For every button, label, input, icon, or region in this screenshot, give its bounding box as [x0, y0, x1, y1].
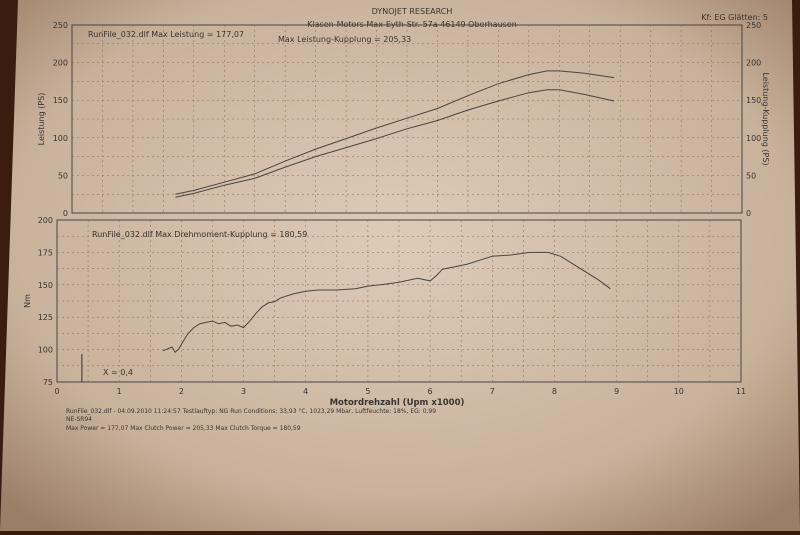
rpm-x-tick-label: 9 — [614, 387, 619, 396]
power-y-tick-label-right: 50 — [746, 171, 756, 180]
clutch-torque-curve-line — [162, 251, 611, 353]
power-y-axis-label-right: Leistung-Kupplung (PS) — [761, 72, 770, 165]
torque-y-tick-label: 100 — [38, 346, 53, 355]
torque-y-tick-label: 175 — [38, 248, 53, 257]
torque-chart: 75 100 125 150 175 200 0 1 2 3 4 5 6 7 8 9 10 11 RunFile… — [23, 216, 746, 408]
rpm-x-tick-label: 1 — [117, 387, 122, 396]
rpm-x-tick-label: 3 — [241, 387, 246, 396]
power-series — [175, 70, 615, 198]
power-y-tick-label-right: 250 — [746, 21, 761, 30]
torque-y-axis-label: Nm — [23, 294, 32, 308]
rpm-x-tick-label: 4 — [303, 387, 308, 396]
power-y-tick-label-right: 200 — [746, 59, 761, 68]
power-y-tick-label: 50 — [58, 171, 68, 180]
power-y-tick-label-right: 150 — [746, 96, 761, 105]
power-grid — [72, 25, 742, 213]
power-y-tick-label: 250 — [53, 21, 68, 30]
power-chart: 0 50 100 150 200 250 0 50 100 150 200 250 RunFile_… — [37, 21, 770, 218]
header-settings: Kf: EG Glätten: 5 — [701, 13, 768, 22]
torque-chart-title: RunFile_032.dlf Max Drehmoment-Kupplung … — [92, 230, 307, 239]
rpm-x-tick-label: 10 — [674, 387, 684, 396]
rpm-x-axis-label: Motordrehzahl (Upm x1000) — [330, 398, 465, 408]
power-y-tick-label-right: 100 — [746, 134, 761, 143]
torque-y-tick-label: 200 — [38, 216, 53, 225]
footer-max-values: Max Power = 177,07 Max Clutch Power = 20… — [66, 425, 301, 432]
rpm-x-tick-label: 11 — [736, 387, 746, 396]
header-company: DYNOJET RESEARCH — [372, 7, 453, 16]
clutch-power-curve-line — [175, 70, 615, 195]
footer-file-code: NE-SR94 — [66, 416, 92, 423]
rpm-x-tick-label: 2 — [179, 387, 184, 396]
torque-series — [162, 251, 611, 353]
power-y-ticks-right: 0 50 100 150 200 250 — [746, 21, 761, 218]
footer-run-info: RunFile_032.dlf - 04.09.2010 11:24:57 Te… — [66, 408, 436, 415]
torque-grid — [57, 220, 741, 382]
power-chart-subtitle: Max Leistung-Kupplung = 205,33 — [278, 35, 411, 44]
power-y-tick-label-right: 0 — [746, 209, 751, 218]
power-y-ticks: 0 50 100 150 200 250 — [53, 21, 68, 218]
power-y-axis-label: Leistung (PS) — [37, 93, 46, 146]
rpm-x-tick-label: 5 — [365, 387, 370, 396]
power-chart-title: RunFile_032.dlf Max Leistung = 177,07 — [88, 30, 244, 39]
power-y-tick-label: 150 — [53, 96, 68, 105]
rpm-x-tick-label: 6 — [428, 387, 433, 396]
torque-y-tick-label: 75 — [43, 378, 53, 387]
rpm-x-tick-label: 8 — [552, 387, 557, 396]
power-y-tick-label: 0 — [63, 209, 68, 218]
torque-x-ticks: 0 1 2 3 4 5 6 7 8 9 10 11 — [54, 387, 746, 396]
power-curve-line — [175, 89, 615, 198]
power-y-tick-label: 100 — [53, 134, 68, 143]
torque-y-tick-label: 125 — [38, 313, 53, 322]
torque-y-tick-label: 150 — [38, 281, 53, 290]
rpm-x-tick-label: 0 — [54, 387, 59, 396]
rpm-marker-label: X = 0,4 — [103, 368, 133, 377]
torque-y-ticks: 75 100 125 150 175 200 — [38, 216, 53, 387]
power-y-tick-label: 200 — [53, 59, 68, 68]
rpm-x-tick-label: 7 — [490, 387, 495, 396]
